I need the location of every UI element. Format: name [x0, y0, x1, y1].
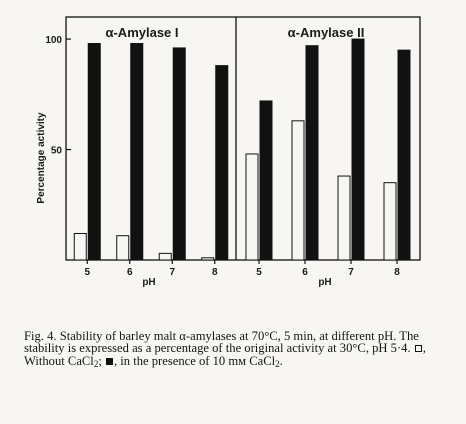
bar-without-cacl2 [116, 235, 130, 261]
x-tick-label: 8 [212, 267, 218, 278]
caption-open-sub: 2 [93, 358, 99, 369]
x-tick-label: 8 [394, 267, 400, 278]
y-tick-label: 100 [45, 35, 62, 46]
bar-with-cacl2 [259, 100, 273, 261]
figure-caption: Fig. 4. Stability of barley malt α-amyla… [24, 329, 454, 369]
plot-frame: 50 100 [45, 16, 421, 261]
bar-with-cacl2 [87, 43, 101, 261]
bar-with-cacl2 [305, 45, 319, 261]
y-axis-label: Percentage activity [36, 112, 47, 204]
x-axis-label-right: pH [318, 277, 331, 288]
caption-filled-sub: 2 [275, 358, 280, 369]
bar-without-cacl2 [201, 257, 215, 261]
bar-with-cacl2 [397, 49, 411, 261]
x-tick-label: 6 [302, 267, 308, 278]
x-tick-label: 5 [84, 267, 90, 278]
bar-with-cacl2 [130, 43, 144, 261]
caption-lead: Fig. 4. Stability of barley malt α-amyla… [24, 329, 419, 356]
bar-with-cacl2 [172, 47, 186, 261]
bar-with-cacl2 [215, 65, 229, 261]
caption-open-text: , Without CaCl [24, 341, 426, 368]
chart-marks: 5 6 7 8 5 6 7 8 [73, 38, 411, 278]
caption-filled-text: , in the presence of 10 mм CaCl [113, 353, 276, 368]
open-square-symbol [414, 345, 422, 353]
x-tick-label: 6 [127, 267, 133, 278]
figure-chart: 50 100 α-Amylase I α-Amylase II Percentag… [36, 16, 421, 288]
bar-with-cacl2 [351, 38, 365, 261]
x-axis-label-left: pH [142, 277, 155, 288]
bar-without-cacl2 [245, 153, 259, 261]
x-tick-label: 7 [348, 267, 354, 278]
bar-without-cacl2 [291, 120, 305, 261]
x-tick-label: 7 [169, 267, 175, 278]
bar-without-cacl2 [73, 232, 87, 261]
bar-without-cacl2 [383, 182, 397, 261]
panel-title-amylase-ii: α-Amylase II [288, 25, 365, 40]
filled-square-symbol [105, 357, 113, 365]
bar-without-cacl2 [158, 252, 172, 261]
panel-title-amylase-i: α-Amylase I [105, 25, 178, 40]
x-tick-label: 5 [256, 267, 262, 278]
bar-without-cacl2 [337, 175, 351, 261]
plot-border [65, 16, 421, 261]
caption-sep: ; [98, 353, 102, 368]
y-tick-label: 50 [51, 146, 63, 157]
caption-end: . [279, 353, 283, 368]
